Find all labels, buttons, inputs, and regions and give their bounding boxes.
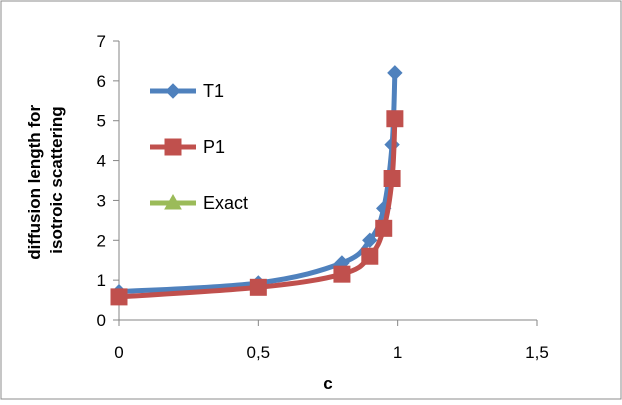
legend-marker-p1 [164, 138, 182, 156]
legend-item-p1: P1 [150, 137, 225, 157]
series-layer [110, 65, 404, 306]
series-t1-point [387, 65, 403, 81]
x-tick-label: 1,5 [525, 343, 549, 362]
series-p1-point [110, 288, 128, 306]
x-tick-label: 0,5 [247, 343, 271, 362]
y-tick-label: 1 [97, 271, 106, 290]
y-tick-label: 7 [97, 32, 106, 51]
legend-marker-exact [164, 193, 182, 210]
legend: T1 P1 Exact [150, 81, 248, 213]
legend-label-t1: T1 [203, 81, 224, 101]
series-p1 [110, 110, 404, 306]
y-tick-label: 5 [97, 112, 106, 131]
legend-item-t1: T1 [150, 81, 224, 101]
series-p1-point [386, 110, 404, 128]
y-axis-title-line-1: diffusion length for [25, 105, 44, 260]
x-axis-title: c [323, 374, 332, 393]
legend-label-p1: P1 [203, 137, 225, 157]
x-tick-label: 0 [114, 343, 123, 362]
y-tick-label: 2 [97, 231, 106, 250]
legend-marker-t1 [165, 83, 181, 99]
y-tick-label: 0 [97, 311, 106, 330]
series-p1-point [249, 278, 267, 296]
series-p1-point [361, 247, 379, 265]
series-p1-point [375, 219, 393, 237]
legend-item-exact: Exact [150, 193, 248, 213]
y-tick-label: 6 [97, 72, 106, 91]
legend-label-exact: Exact [203, 193, 248, 213]
y-axis-title: diffusion length for isotroic scattering [25, 100, 66, 260]
x-tick-label: 1 [393, 343, 402, 362]
axes: 0 1 2 3 4 5 6 7 0 0,5 1 1,5 [97, 32, 549, 362]
series-t1-point [362, 232, 378, 248]
y-axis-title-line-2: isotroic scattering [47, 106, 66, 253]
y-tick-label: 4 [97, 152, 106, 171]
series-p1-point [333, 265, 351, 283]
series-p1-point [383, 170, 401, 188]
y-tick-label: 3 [97, 191, 106, 210]
